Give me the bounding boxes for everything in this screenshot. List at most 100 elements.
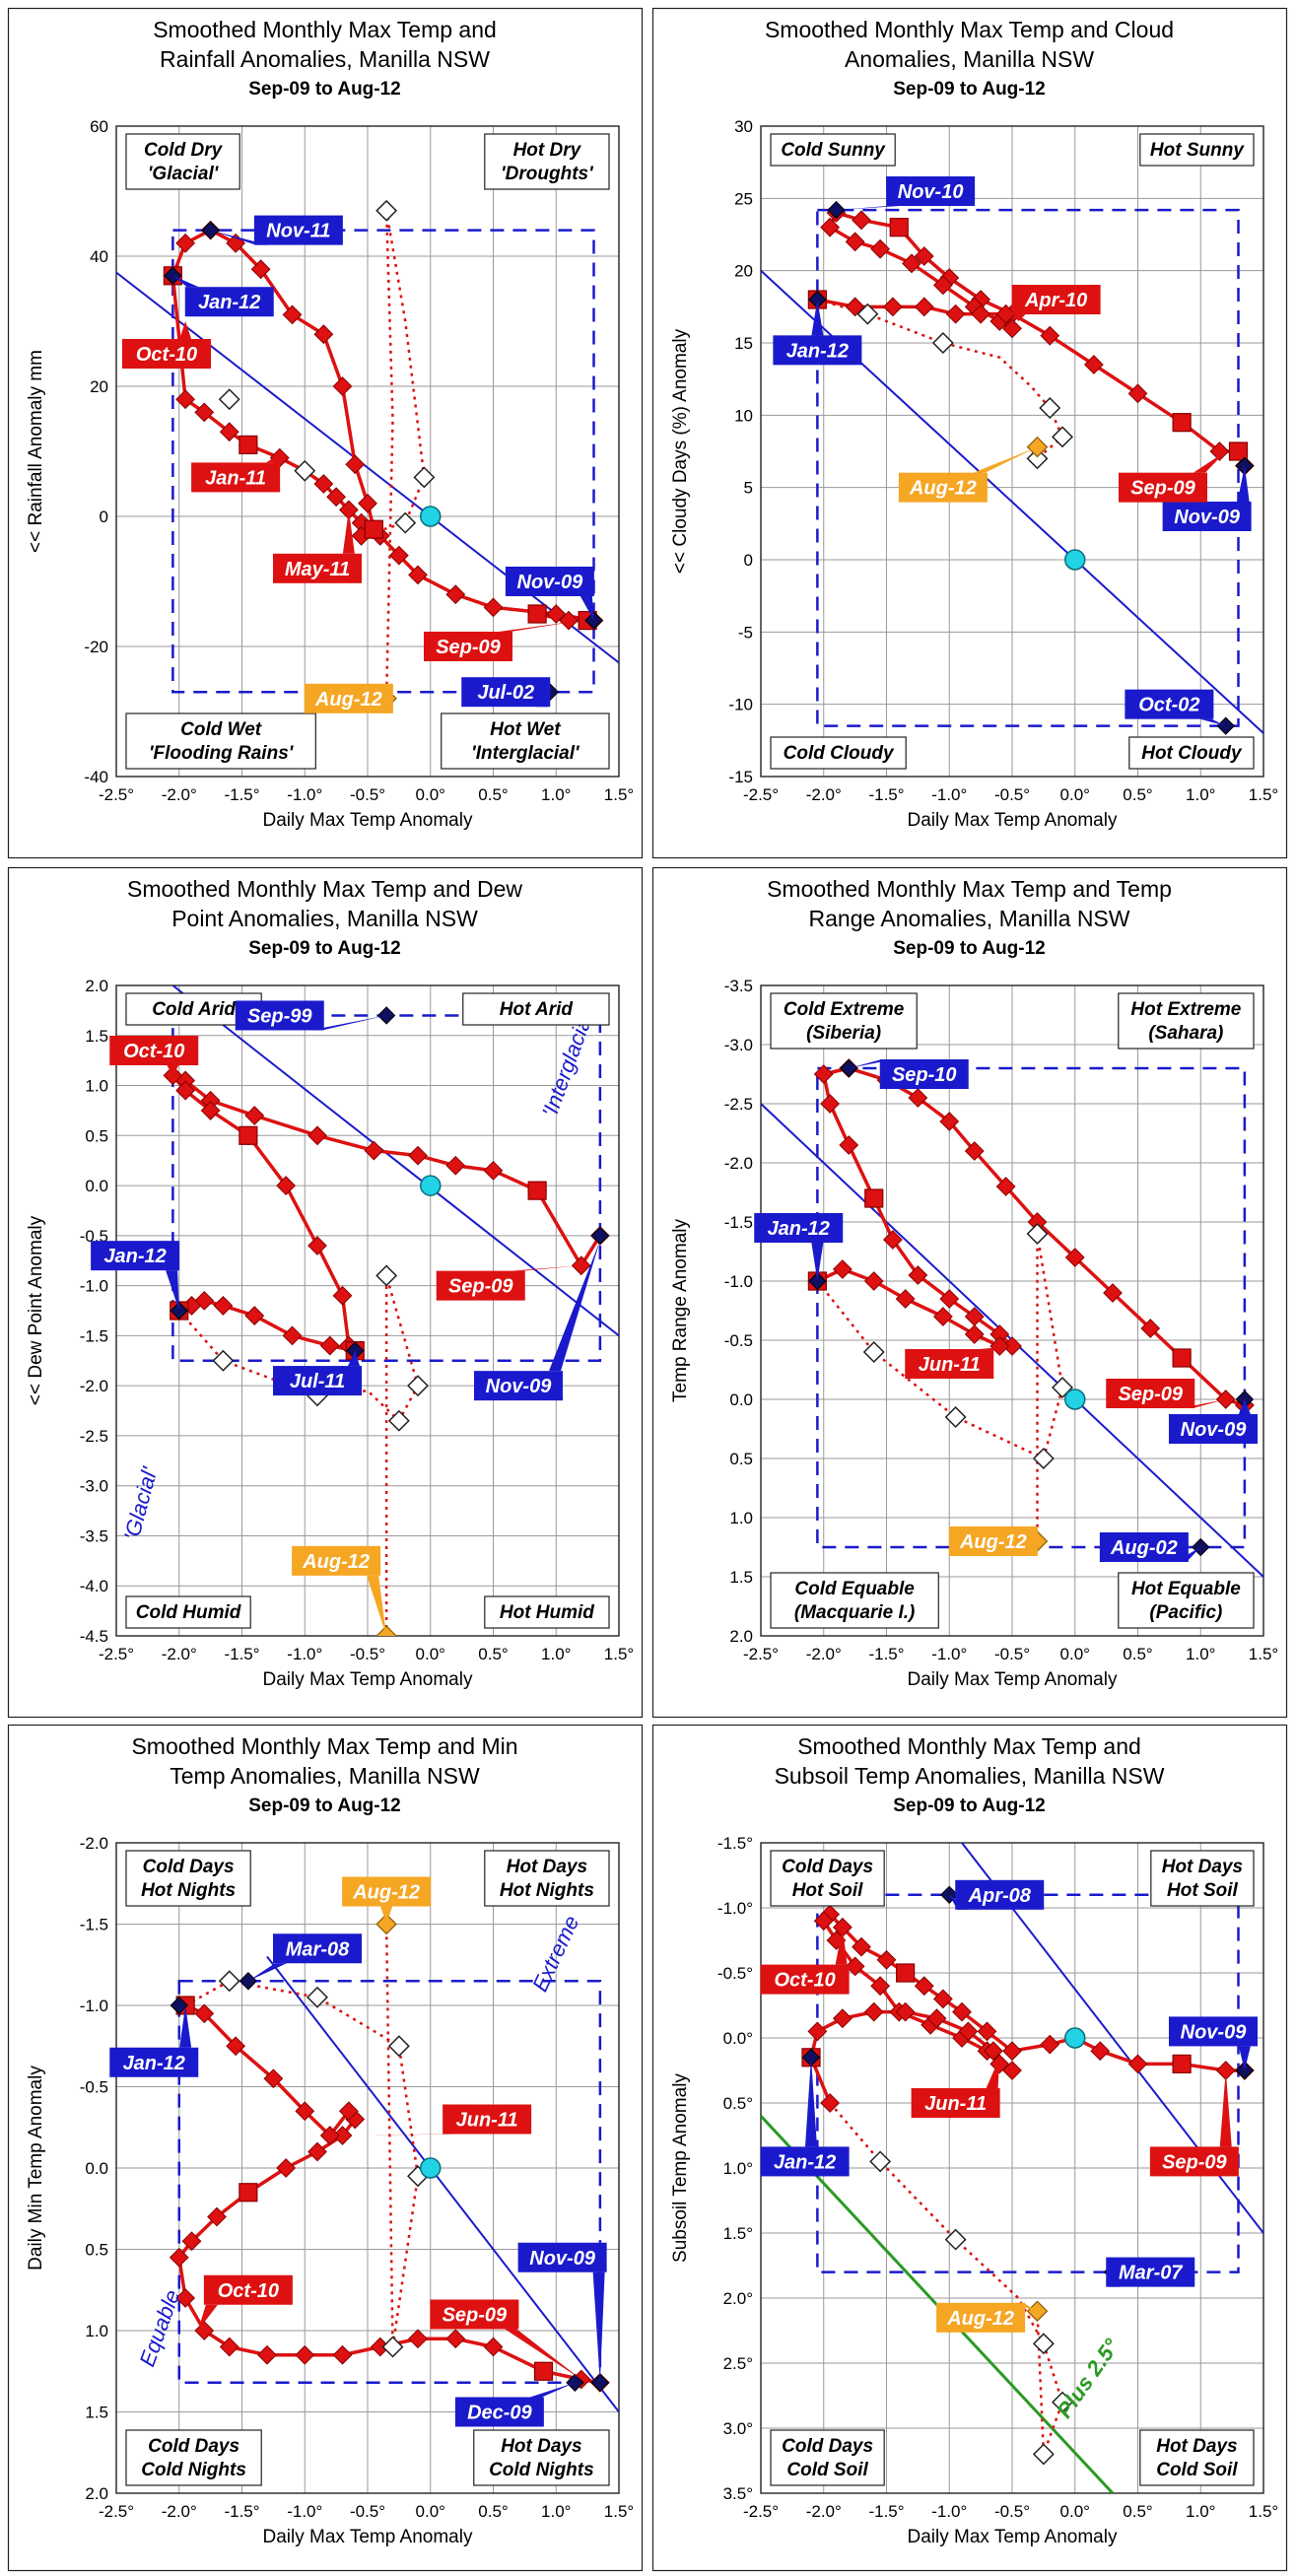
data-point xyxy=(194,2003,215,2024)
data-point xyxy=(200,1090,221,1111)
year-marker-point xyxy=(896,1963,916,1983)
data-point xyxy=(213,1296,234,1316)
callout-box xyxy=(773,335,862,366)
x-tick-label: 1.5° xyxy=(1249,2502,1278,2521)
y-axis-label: Subsoil Temp Anomaly xyxy=(670,2073,691,2263)
series-extension-line xyxy=(361,210,426,699)
x-tick-label: -1.5° xyxy=(224,1645,259,1663)
year-marker-point xyxy=(1172,1348,1192,1368)
origin-point xyxy=(1064,1389,1086,1410)
corner-label: Cold Days Cold Soil xyxy=(770,2429,885,2486)
hollow-point xyxy=(387,2035,410,2058)
x-tick-label: -0.5° xyxy=(350,785,385,804)
corner-label-text: Cold Days xyxy=(148,2436,239,2457)
data-point xyxy=(559,610,579,631)
callout-box xyxy=(955,1879,1045,1910)
corner-label-box xyxy=(484,1595,610,1629)
data-point xyxy=(1103,1283,1123,1303)
corner-label-text: Cold Wet xyxy=(180,719,262,740)
x-tick-label: -1.0° xyxy=(931,785,967,804)
callout-box xyxy=(505,567,594,596)
corner-label-box xyxy=(441,712,610,770)
corner-label-box xyxy=(462,992,610,1026)
y-axis-label: Daily Min Temp Anomaly xyxy=(26,2066,46,2271)
callout-box xyxy=(273,553,362,583)
callout-text: Oct-10 xyxy=(218,2280,279,2302)
callout-text: Nov-10 xyxy=(898,181,964,203)
data-point xyxy=(813,1911,834,1932)
corner-label-box xyxy=(125,1595,251,1629)
chart-title-line-1: Smoothed Monthly Max Temp and Dew xyxy=(127,876,522,902)
y-tick-label: -3.5 xyxy=(724,977,753,995)
data-point xyxy=(175,389,196,410)
callout-sep-09: Sep-09 xyxy=(1106,1379,1226,1408)
callout-text: Nov-09 xyxy=(529,2248,596,2270)
series-main-line xyxy=(177,2003,601,2385)
y-tick-label: -40 xyxy=(84,768,108,786)
data-point xyxy=(571,1255,591,1276)
y-tick-label: 2.0 xyxy=(729,1627,753,1646)
data-point xyxy=(408,1145,428,1166)
hollow-point xyxy=(212,1349,235,1372)
callout-jun-11: Jun-11 xyxy=(911,2057,1000,2118)
callout-aug-12: Aug-12 xyxy=(948,1526,1038,1556)
chart-title-line-1: Smoothed Monthly Max Temp and xyxy=(797,1733,1141,1759)
callout-text: Oct-10 xyxy=(775,1970,836,1992)
callout-oct-10: Oct-10 xyxy=(122,321,211,369)
x-tick-label: -2.0° xyxy=(806,1645,842,1663)
callout-box xyxy=(1011,285,1101,314)
x-tick-label: -1.5° xyxy=(868,785,904,804)
y-axis-label: Temp Range Anomaly xyxy=(670,1219,691,1402)
record-point xyxy=(346,1341,365,1360)
y-tick-label: -0.5 xyxy=(724,1331,753,1350)
data-point xyxy=(908,1265,928,1285)
data-point xyxy=(832,2008,853,2029)
x-tick-label: 0.0° xyxy=(1060,785,1090,804)
corner-label-box xyxy=(770,2429,885,2486)
x-tick-label: -1.0° xyxy=(931,1645,967,1663)
callout-pointer xyxy=(210,230,268,245)
y-tick-label: -2.5 xyxy=(724,1095,753,1114)
y-tick-label: -1.0 xyxy=(724,1272,753,1291)
callout-text: Sep-09 xyxy=(443,2305,508,2327)
corner-label-text: Cold Equable xyxy=(794,1579,915,1599)
data-point xyxy=(338,2101,359,2122)
hollow-point xyxy=(307,1986,328,2008)
data-point xyxy=(876,1949,897,1970)
callout-box xyxy=(1106,2257,1195,2287)
callout-text: Jan-12 xyxy=(198,292,260,313)
y-tick-label: -5 xyxy=(738,623,753,642)
callout-pointer xyxy=(179,2005,192,2048)
y-tick-label: 0.5 xyxy=(729,1450,753,1468)
data-point xyxy=(958,2021,979,2042)
data-point xyxy=(932,275,953,296)
callout-oct-10: Oct-10 xyxy=(109,1036,199,1076)
corner-label-box xyxy=(125,133,240,190)
data-point xyxy=(914,1976,934,1997)
chart-title-line-2: Subsoil Temp Anomalies, Manilla NSW xyxy=(775,1763,1165,1789)
plot-frame xyxy=(115,984,620,1637)
year-marker-point xyxy=(1172,413,1192,433)
corner-label: Cold Wet 'Flooding Rains' xyxy=(125,712,316,770)
corner-label-text: Cold Arid xyxy=(152,999,236,1020)
corner-label-box xyxy=(770,736,907,770)
data-point xyxy=(332,1285,353,1306)
x-tick-label: 0.0° xyxy=(416,1645,445,1663)
y-tick-label: -0.5° xyxy=(717,1964,753,1983)
corner-label: Cold Humid xyxy=(125,1595,251,1629)
data-point xyxy=(319,1335,340,1356)
data-point xyxy=(1027,1212,1048,1232)
hollow-point xyxy=(1032,2443,1055,2466)
y-tick-label: -2.0 xyxy=(724,1154,753,1173)
y-tick-label: 1.5 xyxy=(729,1568,753,1587)
corner-label: Hot Wet 'Interglacial' xyxy=(441,712,610,770)
callout-text: Oct-02 xyxy=(1138,695,1199,716)
callout-text: Sep-10 xyxy=(892,1064,957,1086)
y-tick-label: -20 xyxy=(84,638,108,656)
data-point xyxy=(175,2288,196,2308)
hollow-point xyxy=(413,466,436,489)
record-point xyxy=(170,1996,188,2015)
corner-label-text: 'Glacial' xyxy=(148,164,220,184)
corner-label-text: Hot Wet xyxy=(490,719,561,740)
hollow-point xyxy=(218,1970,240,1993)
